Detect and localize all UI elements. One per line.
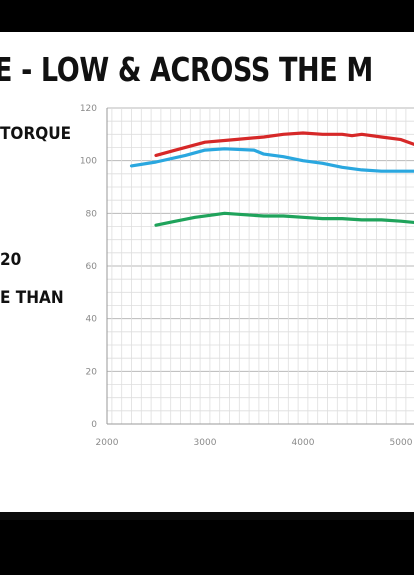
- y-tick-label: 120: [80, 104, 97, 114]
- side-text-line-3: E THAN: [0, 288, 64, 308]
- bottom-bar: [0, 512, 414, 520]
- side-text-line-2: 20: [0, 250, 22, 270]
- series-line-2: [129, 147, 414, 173]
- y-tick-label: 60: [86, 262, 98, 272]
- series-line-1: [154, 131, 414, 157]
- x-tick-label: 5000: [390, 438, 413, 448]
- y-tick-label: 80: [86, 209, 98, 219]
- x-tick-label: 2000: [96, 438, 119, 448]
- x-tick-label: 3000: [194, 438, 217, 448]
- y-tick-label: 0: [91, 420, 97, 430]
- torque-power-chart: 0 20 40 60 80 100 120 2000 3000 4000 5000: [80, 104, 414, 448]
- series-line-3: [154, 211, 414, 227]
- slide-headline: E - LOW & ACROSS THE M: [0, 50, 373, 89]
- presentation-slide: E - LOW & ACROSS THE M TORQUE 20 E THAN …: [0, 32, 414, 512]
- side-text-line-1: TORQUE: [0, 124, 72, 144]
- y-tick-label: 40: [86, 315, 98, 325]
- y-tick-label: 20: [86, 367, 98, 377]
- x-tick-label: 4000: [292, 438, 315, 448]
- y-tick-label: 100: [80, 157, 97, 167]
